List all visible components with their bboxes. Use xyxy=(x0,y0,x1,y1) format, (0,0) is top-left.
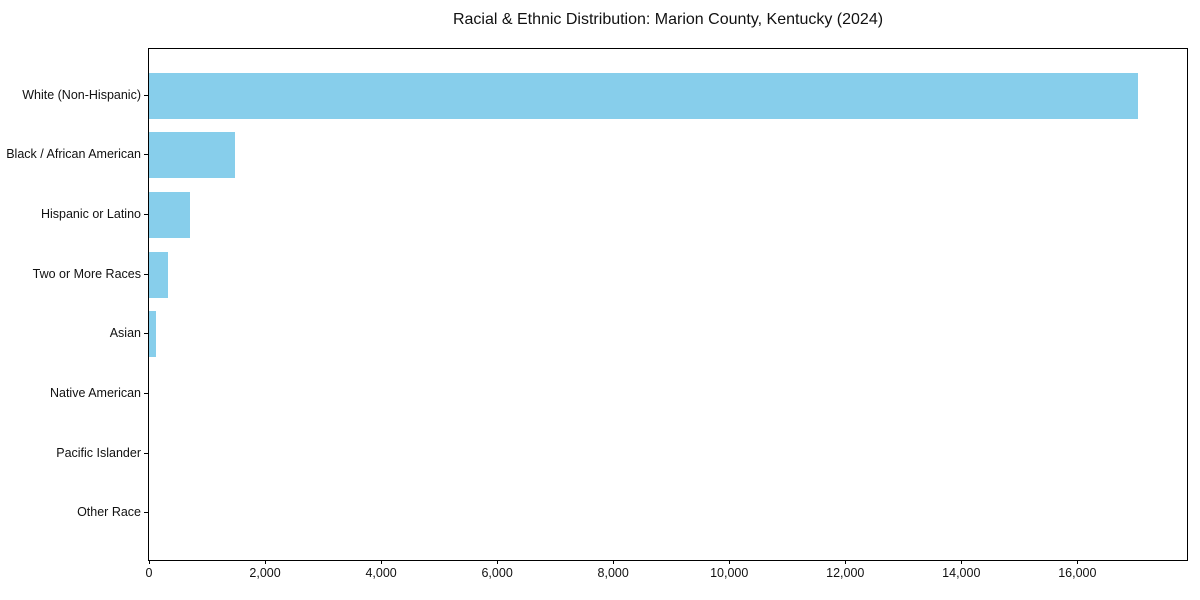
y-tick-mark xyxy=(144,392,148,394)
x-tick-mark xyxy=(1077,560,1079,564)
y-tick-mark xyxy=(144,214,148,216)
bar xyxy=(149,72,1138,119)
x-tick-label: 16,000 xyxy=(1058,566,1097,580)
x-tick-label: 14,000 xyxy=(942,566,981,580)
bar xyxy=(149,132,235,179)
y-tick-label: White (Non-Hispanic) xyxy=(22,87,141,102)
x-tick-mark xyxy=(381,560,383,564)
bar xyxy=(149,311,156,358)
x-tick-label: 8,000 xyxy=(597,566,629,580)
x-tick-mark xyxy=(613,560,615,564)
x-tick-label: 0 xyxy=(145,566,153,580)
x-tick-label: 4,000 xyxy=(365,566,397,580)
bar xyxy=(149,192,191,239)
chart-title: Racial & Ethnic Distribution: Marion Cou… xyxy=(452,11,884,28)
y-tick-mark xyxy=(144,452,148,454)
plot-area xyxy=(148,48,1188,561)
x-tick-label: 10,000 xyxy=(710,566,749,580)
x-tick-label: 12,000 xyxy=(826,566,865,580)
y-tick-label: Asian xyxy=(109,326,141,341)
y-tick-mark xyxy=(144,333,148,335)
y-tick-mark xyxy=(144,512,148,514)
y-tick-mark xyxy=(144,273,148,275)
y-tick-label: Other Race xyxy=(77,505,141,520)
x-tick-mark xyxy=(961,560,963,564)
x-tick-mark xyxy=(729,560,731,564)
y-tick-mark xyxy=(144,154,148,156)
y-tick-mark xyxy=(144,94,148,96)
y-tick-label: Hispanic or Latino xyxy=(40,207,141,222)
x-tick-mark xyxy=(265,560,267,564)
x-tick-mark xyxy=(497,560,499,564)
x-tick-mark xyxy=(845,560,847,564)
y-tick-label: Pacific Islander xyxy=(56,445,141,460)
y-tick-label: Native American xyxy=(49,385,141,400)
x-tick-mark xyxy=(149,560,150,564)
bar xyxy=(149,251,169,298)
y-tick-label: Black / African American xyxy=(6,147,141,162)
x-tick-label: 2,000 xyxy=(249,566,281,580)
x-tick-label: 6,000 xyxy=(481,566,513,580)
y-tick-label: Two or More Races xyxy=(32,266,141,281)
